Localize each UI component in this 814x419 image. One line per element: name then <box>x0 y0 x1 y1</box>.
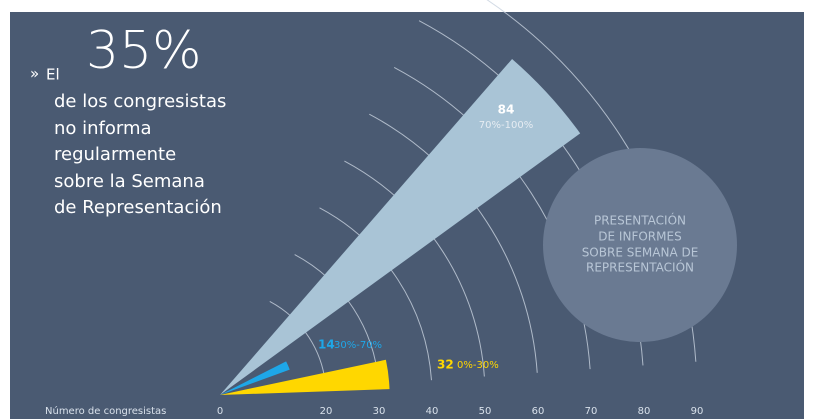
headline-line: sobre la Semana <box>54 171 205 192</box>
wedge <box>220 59 581 395</box>
intro-marker: » <box>30 65 39 83</box>
headline-line: de los congresistas <box>54 91 226 112</box>
wedge <box>220 359 390 395</box>
summary-circle <box>543 148 737 342</box>
category-label: 70%-100% <box>479 120 533 131</box>
x-tick-label: 20 <box>320 406 333 417</box>
headline-line: de Representación <box>54 197 222 218</box>
grid-arc <box>319 207 432 381</box>
headline-number: 35% <box>86 21 202 81</box>
circle-line: REPRESENTACIÓN <box>586 260 694 275</box>
x-tick-label: 50 <box>479 406 492 417</box>
wedge <box>220 361 290 395</box>
circle-line: SOBRE SEMANA DE <box>582 246 699 260</box>
category-label: 30%-70% <box>334 340 382 351</box>
grid-arc <box>344 160 485 377</box>
headline-line: regularmente <box>54 144 176 165</box>
value-label: 84 <box>498 103 515 117</box>
x-tick-label: 90 <box>691 406 704 417</box>
headline-line: no informa <box>54 118 152 139</box>
x-tick-label: 80 <box>638 406 651 417</box>
grid-arc <box>369 113 538 373</box>
value-label: 14 <box>318 338 335 352</box>
value-label: 32 <box>437 358 454 372</box>
x-tick-label: 60 <box>532 406 545 417</box>
circle-text: PRESENTACIÓN DE INFORMES SOBRE SEMANA DE… <box>582 213 699 275</box>
circle-line: PRESENTACIÓN <box>594 213 686 228</box>
x-tick-label: 0 <box>217 406 223 417</box>
x-tick-label: 70 <box>585 406 598 417</box>
headline: » El 35% de los congresistas no informa … <box>30 21 226 218</box>
category-label: 0%-30% <box>457 360 499 371</box>
x-axis-label: Número de congresistas <box>45 405 166 417</box>
x-tick-label: 30 <box>373 406 386 417</box>
intro-word: El <box>46 66 60 84</box>
circle-line: DE INFORMES <box>598 230 681 244</box>
x-tick-label: 40 <box>426 406 439 417</box>
